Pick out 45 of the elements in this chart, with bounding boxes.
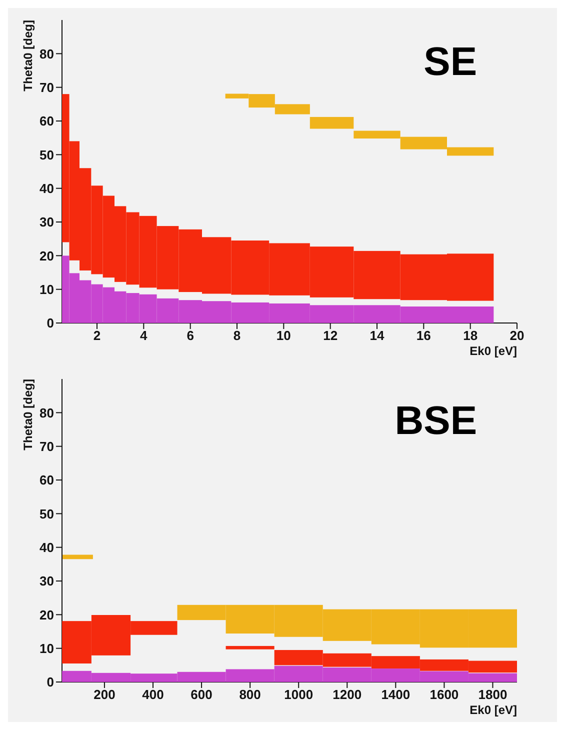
y-tick-label: 70 [40,80,54,95]
x-tick-label: 1600 [430,687,459,702]
y-tick-label: 30 [40,214,54,230]
y-tick-label: 20 [40,248,54,264]
x-tick-label: 1800 [478,687,508,702]
x-tick-label: 10 [276,328,291,344]
y-tick-label: 50 [40,506,54,522]
y-tick-label: 60 [40,472,54,488]
x-tick-label: 1000 [284,687,314,702]
x-tick-label: 16 [416,328,431,344]
bar [226,646,274,650]
x-axis-title: Ek0 [eV] [470,344,517,358]
y-tick-label: 0 [46,316,54,331]
y-tick-label: 30 [40,574,54,589]
y-tick-label: 80 [40,405,54,420]
x-tick-label: 14 [370,328,385,344]
x-tick-label: 2 [93,328,101,344]
y-tick-label: 70 [40,438,54,454]
x-tick-label: 400 [142,687,164,702]
y-tick-label: 80 [40,46,54,62]
y-tick-label: 60 [40,114,54,129]
x-tick-label: 12 [323,328,338,344]
y-axis-title: Theta0 [deg] [21,379,35,450]
y-tick-label: 10 [40,282,54,297]
x-tick-label: 8 [233,328,241,344]
y-axis-title: Theta0 [deg] [21,20,35,92]
x-tick-label: 600 [190,687,212,702]
annotation: SE [424,40,477,85]
y-tick-label: 40 [40,180,54,196]
x-tick-label: 200 [94,687,116,702]
y-tick-label: 20 [40,607,54,622]
bar [310,116,354,129]
y-tick-label: 10 [40,640,54,656]
x-axis-title: Ek0 [eV] [470,703,517,717]
y-tick-label: 0 [46,674,54,690]
y-tick-label: 50 [40,147,54,162]
x-tick-label: 800 [239,687,261,702]
x-tick-label: 4 [140,328,148,344]
x-tick-label: 18 [463,328,478,344]
x-tick-label: 20 [510,328,524,344]
x-tick-label: 1400 [381,687,410,702]
annotation: BSE [394,399,477,444]
x-tick-label: 1200 [332,687,362,702]
x-tick-label: 6 [186,328,194,344]
y-tick-label: 40 [40,540,54,555]
